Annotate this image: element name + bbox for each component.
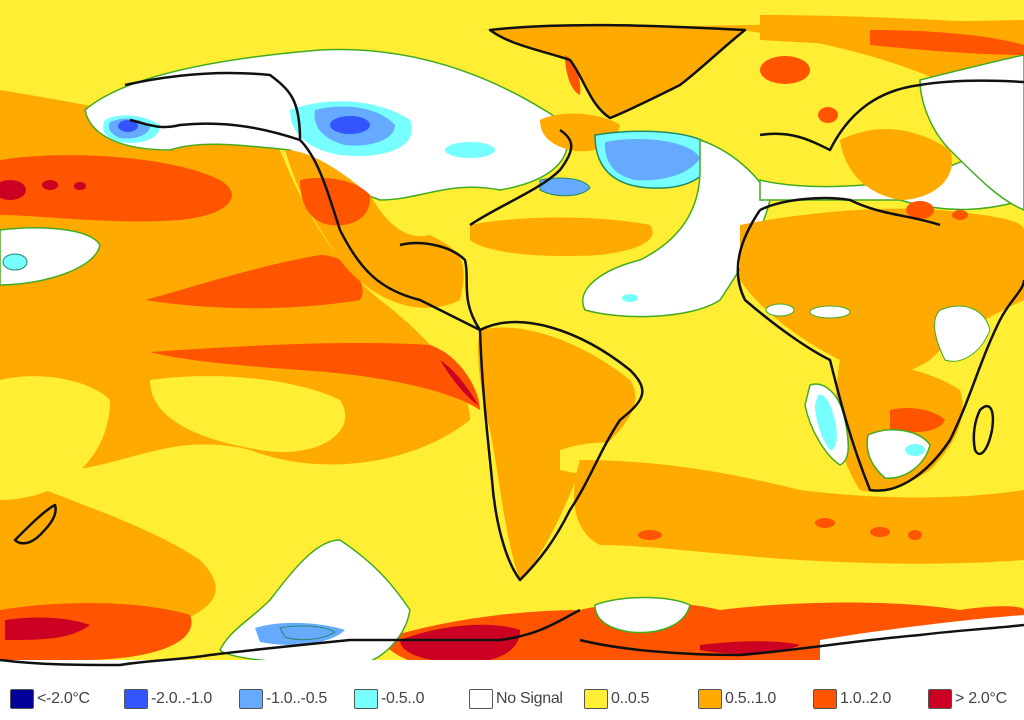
legend-item-minus-0-5-to-0: -0.5..0 bbox=[354, 688, 425, 710]
legend-item-1-to-2: 1.0..2.0 bbox=[813, 688, 891, 710]
legend-item-minus-1-to-minus-0-5: -1.0..-0.5 bbox=[239, 688, 327, 710]
legend-label: 1.0..2.0 bbox=[840, 690, 891, 707]
legend-item-lt-minus-2: <-2.0°C bbox=[10, 688, 90, 710]
legend-label: -0.5..0 bbox=[381, 690, 425, 707]
legend-swatch bbox=[584, 689, 608, 709]
legend-item-minus-2-to-minus-1: -2.0..-1.0 bbox=[124, 688, 212, 710]
anomaly-map bbox=[0, 0, 1024, 680]
legend-swatch bbox=[10, 689, 34, 709]
legend-swatch bbox=[239, 689, 263, 709]
legend-item-no-signal: No Signal bbox=[469, 688, 563, 710]
legend-swatch bbox=[469, 689, 493, 709]
legend-label: No Signal bbox=[496, 690, 563, 707]
legend-label: 0.5..1.0 bbox=[725, 690, 776, 707]
legend-swatch bbox=[698, 689, 722, 709]
map-canvas bbox=[0, 15, 1024, 680]
legend-item-0-to-0-5: 0..0.5 bbox=[584, 688, 650, 710]
legend-swatch bbox=[928, 689, 952, 709]
legend-swatch bbox=[813, 689, 837, 709]
legend-label: > 2.0°C bbox=[955, 690, 1007, 707]
legend-item-gt-2: > 2.0°C bbox=[928, 688, 1007, 710]
legend-item-0-5-to-1: 0.5..1.0 bbox=[698, 688, 776, 710]
legend-label: <-2.0°C bbox=[37, 690, 90, 707]
legend-swatch bbox=[354, 689, 378, 709]
legend: <-2.0°C -2.0..-1.0 -1.0..-0.5 -0.5..0 No… bbox=[0, 680, 1024, 720]
legend-label: 0..0.5 bbox=[611, 690, 650, 707]
legend-swatch bbox=[124, 689, 148, 709]
legend-label: -2.0..-1.0 bbox=[151, 690, 213, 707]
legend-label: -1.0..-0.5 bbox=[266, 690, 328, 707]
